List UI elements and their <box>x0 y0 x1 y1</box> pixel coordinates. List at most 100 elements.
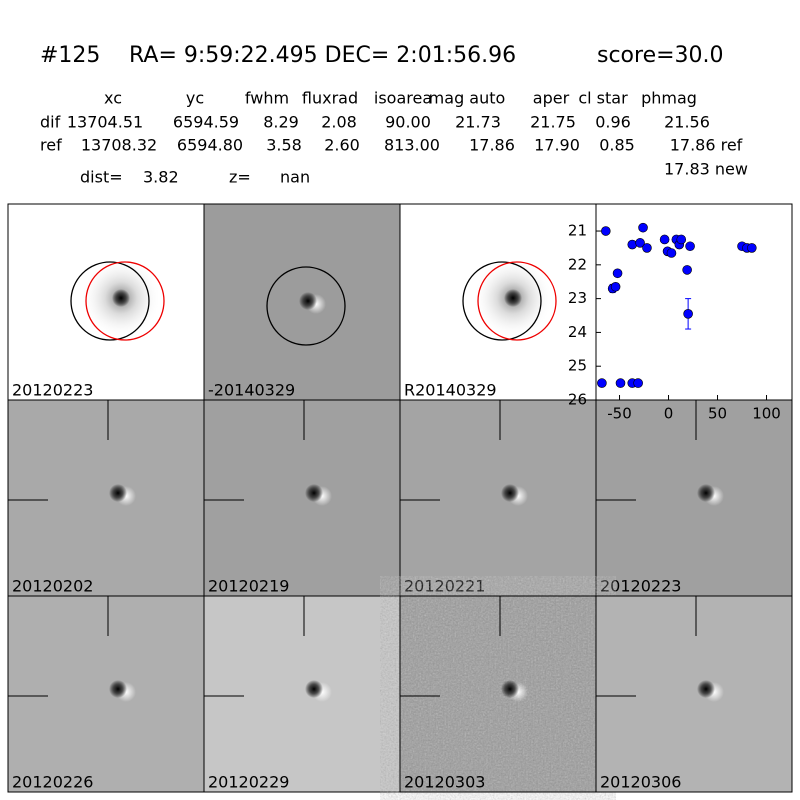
data-point <box>747 243 757 253</box>
row-label: ref <box>40 136 62 155</box>
y-tick-label: 24 <box>568 323 587 341</box>
y-tick-label: 21 <box>568 222 587 240</box>
column-header: fluxrad <box>302 89 358 108</box>
image-stamp: 20120229 <box>203 595 401 793</box>
stamp-background <box>596 596 792 792</box>
image-stamp: 20120226 <box>7 595 205 793</box>
x-tick-label: -50 <box>607 405 632 423</box>
table-cell: 21.56 <box>664 113 710 132</box>
column-header: fwhm <box>245 89 289 108</box>
stamp-background <box>596 400 792 596</box>
table-cell: 813.00 <box>384 136 440 155</box>
source-dark <box>697 484 715 502</box>
data-point <box>676 234 687 245</box>
table-cell: 6594.59 <box>173 113 239 132</box>
y-tick-label: 25 <box>568 357 587 375</box>
x-tick-label: 0 <box>664 405 674 423</box>
table-cell: 0.96 <box>595 113 631 132</box>
stamp-label: 20120306 <box>600 773 681 792</box>
image-stamp: 20120202 <box>7 399 205 597</box>
table-cell: 21.75 <box>530 113 576 132</box>
image-stamp: R20140329 <box>399 203 597 401</box>
table-cell: 17.90 <box>534 136 580 155</box>
stamp-label: 20120229 <box>208 773 289 792</box>
data-point <box>615 378 626 388</box>
z-value: nan <box>280 168 310 187</box>
data-point <box>685 241 695 252</box>
image-stamp: 20120303 <box>399 595 597 793</box>
stamp-label: 20120223 <box>12 381 93 400</box>
data-point <box>682 265 692 275</box>
data-point <box>633 378 643 388</box>
image-stamp: 20120306 <box>595 595 793 793</box>
source-dark <box>697 680 715 698</box>
ref-circle <box>462 261 542 341</box>
table-cell: 13704.51 <box>67 113 143 132</box>
column-header: aper <box>533 89 570 108</box>
data-point <box>638 222 648 233</box>
source-dark <box>109 484 127 502</box>
data-point <box>597 378 607 388</box>
score: score=30.0 <box>597 43 724 68</box>
candidate-id: #125 <box>40 43 100 68</box>
stamp-label: 20120226 <box>12 773 93 792</box>
image-stamp: 20120221 <box>399 399 597 597</box>
source-dark <box>501 680 519 698</box>
source-dark <box>299 292 317 310</box>
column-header: phmag <box>641 89 697 108</box>
table-cell: 2.08 <box>321 113 357 132</box>
data-point <box>600 226 611 236</box>
y-tick-label: 22 <box>568 255 587 273</box>
table-cell: 6594.80 <box>177 136 243 155</box>
dist-value: 3.82 <box>143 168 179 187</box>
table-cell: 90.00 <box>385 113 431 132</box>
stamp-label: 20120219 <box>208 577 289 596</box>
image-stamp: 20120219 <box>203 399 401 597</box>
stamp-label: R20140329 <box>404 381 497 400</box>
aperture-circle <box>266 266 346 346</box>
source-core <box>504 289 522 307</box>
column-header: isoarea <box>374 89 432 108</box>
data-point <box>683 309 693 319</box>
dist-label: dist= <box>80 168 123 187</box>
stamp-noise <box>400 596 596 792</box>
data-point <box>627 239 638 250</box>
stamp-label: 20120202 <box>12 577 93 596</box>
x-tick-label: 100 <box>752 405 781 423</box>
x-tick-label: 50 <box>708 405 727 423</box>
table-cell: 0.85 <box>599 136 635 155</box>
image-stamp: -20140329 <box>203 203 401 401</box>
dif-circle <box>85 261 165 341</box>
data-point <box>659 234 670 245</box>
column-header: yc <box>186 89 204 108</box>
column-header: cl star <box>578 89 628 108</box>
table-cell: 17.86 <box>469 136 515 155</box>
data-point <box>612 268 623 279</box>
z-label: z= <box>229 168 251 187</box>
stamp-background <box>8 400 204 596</box>
table-cell: 17.86 ref <box>670 136 743 155</box>
stamp-background <box>204 596 400 792</box>
stamp-background <box>8 596 204 792</box>
image-stamp: 20120223 <box>7 203 205 401</box>
image-stamp: 20120223 <box>595 399 793 597</box>
extra-mag: 17.83 new <box>664 160 748 179</box>
source-core <box>112 289 130 307</box>
y-tick-label: 23 <box>568 289 587 307</box>
table-cell: 21.73 <box>455 113 501 132</box>
table-cell: 8.29 <box>263 113 299 132</box>
source-dark <box>305 484 323 502</box>
stamp-background <box>400 400 596 596</box>
stamp-label: 20120303 <box>404 773 485 792</box>
table-cell: 13708.32 <box>81 136 157 155</box>
coordinates: RA= 9:59:22.495 DEC= 2:01:56.96 <box>129 43 516 68</box>
stamp-frame <box>595 595 793 793</box>
stamp-label: -20140329 <box>208 381 295 400</box>
stamp-label: 20120221 <box>404 577 485 596</box>
ref-circle <box>70 261 150 341</box>
source-dark <box>305 680 323 698</box>
table-cell: 2.60 <box>324 136 360 155</box>
plot-frame <box>595 203 793 401</box>
column-header: xc <box>104 89 122 108</box>
